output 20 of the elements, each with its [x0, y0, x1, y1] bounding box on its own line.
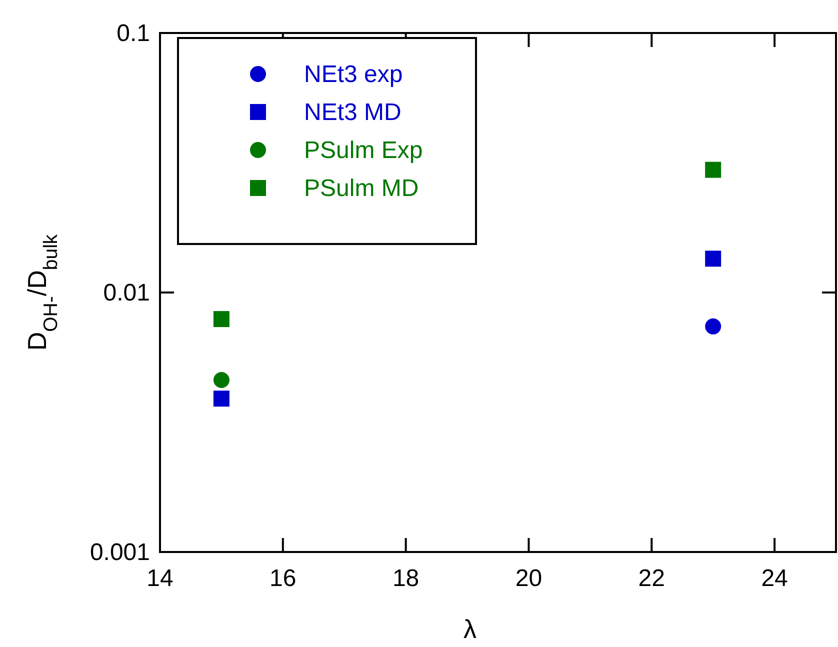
x-tick-label: 24 — [761, 565, 788, 592]
x-tick-label: 16 — [270, 565, 296, 592]
x-tick-label: 18 — [392, 565, 420, 592]
legend-label: NEt3 exp — [304, 61, 403, 88]
y-tick-label: 0.1 — [116, 20, 150, 47]
point — [213, 390, 230, 407]
point — [705, 162, 722, 178]
y-tick-label: 0.001 — [90, 539, 150, 566]
legend-label: PSulm Exp — [304, 137, 423, 164]
point — [705, 250, 722, 267]
legend-label: PSulm MD — [304, 175, 419, 202]
legend-label: NEt3 MD — [304, 99, 402, 126]
x-axis-title: λ — [464, 614, 476, 644]
y-tick-label: 0.01 — [103, 280, 150, 306]
point — [213, 311, 230, 328]
point — [213, 372, 230, 388]
x-tick-label: 14 — [146, 565, 174, 592]
point — [705, 318, 722, 334]
x-tick-label: 22 — [638, 565, 665, 592]
x-tick-label: 20 — [515, 565, 542, 592]
